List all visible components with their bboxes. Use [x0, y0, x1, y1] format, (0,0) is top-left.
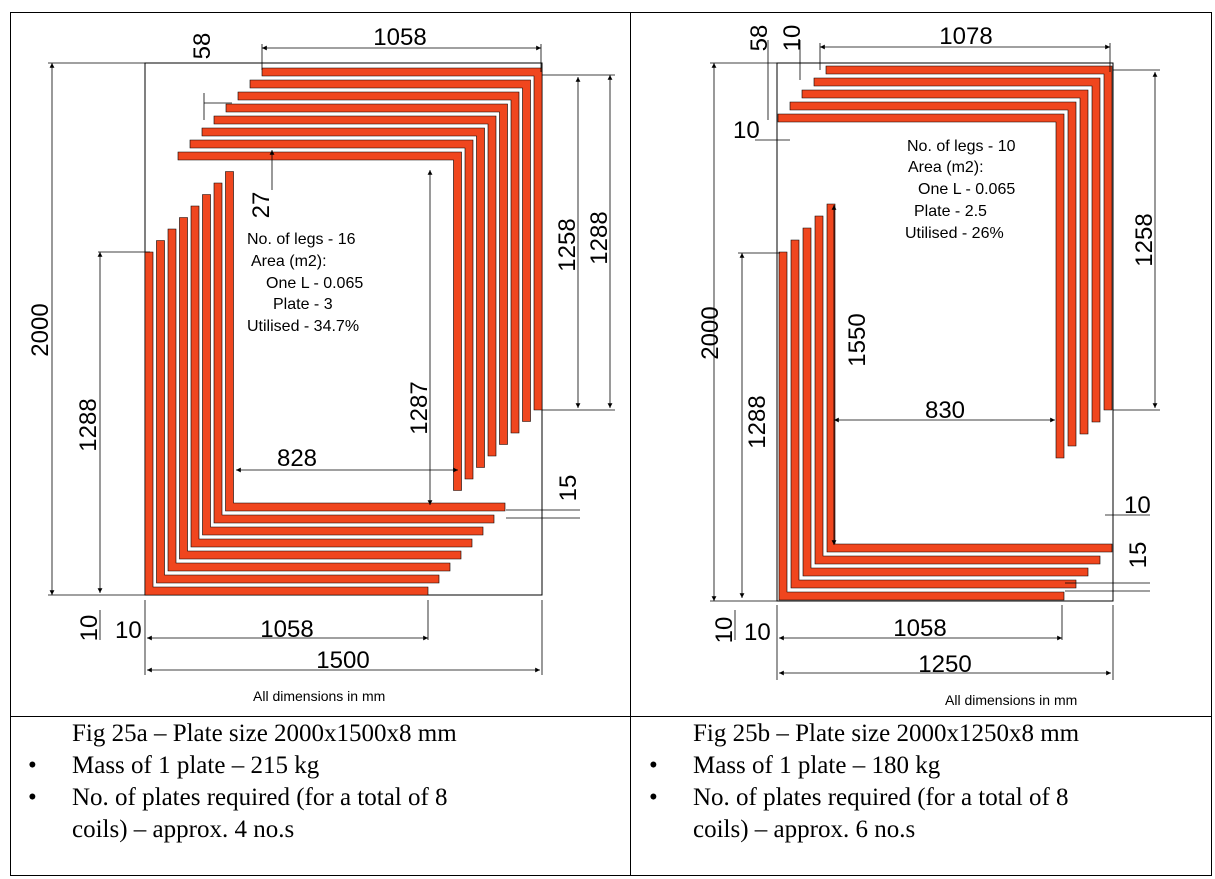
leg-b-bottom-4	[826, 203, 1113, 553]
leg-a-bottom-1	[156, 240, 440, 584]
fig-b-bullet-plates: • No. of plates required (for a total of …	[649, 784, 1069, 843]
fig-b-dim-15: 15	[1125, 542, 1152, 569]
fig-b-dim-1550: 1550	[844, 313, 871, 366]
fig-a-legs	[144, 67, 543, 596]
leg-a-bottom-7	[225, 171, 506, 512]
leg-a-top-0	[261, 67, 543, 411]
leg-a-bottom-3	[179, 217, 462, 560]
fig-a-dim-27: 27	[248, 192, 275, 219]
fig-b-dim-1058: 1058	[893, 615, 946, 642]
fig-a-footer: All dimensions in mm	[253, 688, 385, 704]
fig-a-note-utilised: Utilised - 34.7%	[247, 318, 359, 335]
leg-a-top-2	[237, 91, 520, 434]
leg-b-top-1	[813, 77, 1101, 423]
figure-table	[10, 12, 1212, 876]
leg-a-top-1	[249, 79, 531, 422]
fig-b-caption: Fig 25b – Plate size 2000x1250x8 mm • Mas…	[631, 718, 1211, 846]
fig-b-dim-10a: 10	[711, 617, 738, 644]
leg-b-top-0	[825, 65, 1113, 411]
fig-b-dim-58: 58	[746, 25, 773, 52]
fig-b-dim-1258: 1258	[1131, 213, 1158, 266]
fig-a-caption: Fig 25a – Plate size 2000x1500x8 mm • Mas…	[10, 718, 630, 846]
fig-a-dim-2000: 2000	[27, 303, 54, 356]
fig-b-caption-title: Fig 25b – Plate size 2000x1250x8 mm	[693, 720, 1080, 747]
leg-a-bottom-6	[213, 182, 495, 524]
fig-b-dim-10b: 10	[744, 619, 771, 646]
fig-b-dim-10-right: 10	[1124, 492, 1151, 519]
fig-a-dim-1058-bottom: 1058	[260, 616, 313, 643]
leg-b-bottom-2	[802, 227, 1089, 577]
fig-a-dim-15: 15	[555, 475, 582, 502]
fig-a-caption-title: Fig 25a – Plate size 2000x1500x8 mm	[72, 720, 457, 747]
fig-b-dim-10-left: 10	[733, 117, 760, 144]
fig-b-dim-1078: 1078	[939, 23, 992, 50]
leg-a-top-7	[177, 151, 462, 491]
fig-a-dim-1287: 1287	[406, 381, 433, 434]
fig-a-note-area: Area (m2):	[251, 253, 327, 270]
leg-a-top-4	[213, 115, 497, 457]
leg-a-top-3	[225, 103, 508, 445]
leg-a-bottom-2	[167, 228, 451, 572]
leg-a-top-5	[201, 127, 485, 468]
fig-b-dim-1250: 1250	[918, 651, 971, 678]
leg-b-bottom-3	[814, 215, 1101, 565]
fig-b-legs	[777, 65, 1113, 601]
leg-b-top-4	[777, 113, 1065, 459]
fig-a-dim-top-width: 1058	[373, 24, 426, 51]
fig-b-note-area: Area (m2):	[908, 159, 984, 176]
fig-a-dim-10b: 10	[115, 617, 142, 644]
column-divider	[630, 12, 631, 876]
fig-a-bullet-mass: • Mass of 1 plate – 215 kg	[28, 752, 320, 779]
leg-b-top-3	[789, 101, 1077, 447]
fig-b-note-utilised: Utilised - 26%	[905, 225, 1004, 242]
fig-b-plate-outline	[776, 62, 1114, 602]
fig-b-note-onel: One L - 0.065	[918, 181, 1015, 198]
fig-a-dim-1258: 1258	[554, 218, 581, 271]
fig-a-drawing: 1058 58 2000 1258 1288 27 1288 1287 828 …	[27, 24, 615, 704]
fig-b-dim-830: 830	[925, 397, 965, 424]
leg-a-top-6	[189, 139, 474, 480]
leg-a-bottom-5	[202, 194, 484, 536]
leg-a-bottom-4	[190, 205, 473, 548]
fig-b-dim-2000: 2000	[697, 306, 724, 359]
fig-b-note-legs: No. of legs - 10	[907, 138, 1016, 155]
fig-b-dim-1288: 1288	[744, 395, 771, 448]
row-divider	[10, 716, 1212, 717]
fig-a-note-plate: Plate - 3	[273, 296, 333, 313]
fig-a-dim-1500: 1500	[316, 647, 369, 674]
fig-a-note-legs: No. of legs - 16	[247, 231, 356, 248]
fig-a-dim-58: 58	[189, 33, 216, 60]
fig-a-dim-828: 828	[277, 445, 317, 472]
leg-b-bottom-0	[778, 251, 1065, 601]
fig-a-dim-1288-right: 1288	[586, 211, 613, 264]
leg-b-bottom-1	[790, 239, 1077, 589]
fig-a-note-onel: One L - 0.065	[266, 275, 363, 292]
fig-a-dim-1288-left: 1288	[75, 398, 102, 451]
fig-b-dim-10-top: 10	[779, 25, 806, 52]
leg-b-top-2	[801, 89, 1089, 435]
fig-a-bullet-plates: • No. of plates required (for a total of …	[28, 784, 448, 843]
fig-a-dim-10a: 10	[76, 615, 103, 642]
fig-b-note-plate: Plate - 2.5	[914, 203, 987, 220]
fig-b-bullet-mass: • Mass of 1 plate – 180 kg	[649, 752, 941, 779]
fig-b-footer: All dimensions in mm	[945, 692, 1077, 708]
fig-b-drawing: 58 10 1078 10 1258 2000 1550 1288 830 10…	[697, 23, 1160, 708]
